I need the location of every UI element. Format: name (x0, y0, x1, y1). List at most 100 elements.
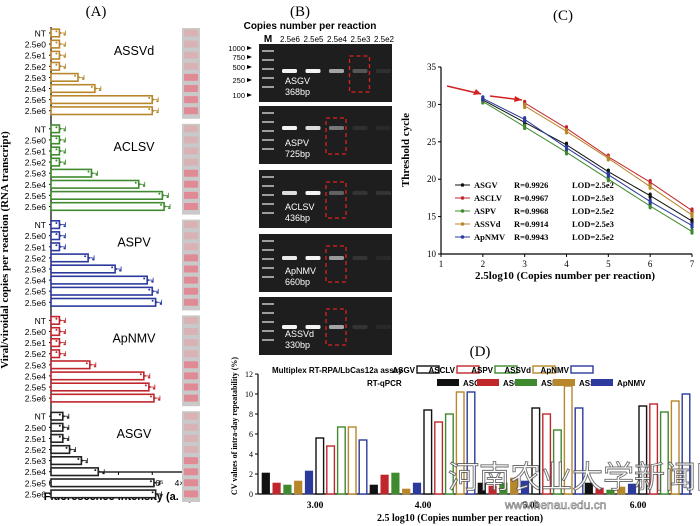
panel-a-data-point (59, 54, 62, 57)
panel-b-sample-band (352, 191, 368, 195)
panel-a-bar (50, 467, 100, 477)
panel-a-category-label: 2.5e1 (25, 147, 47, 157)
panel-a-tube-thumb (184, 243, 198, 251)
panel-c-legend-name: ApNMV (474, 232, 506, 242)
panel-b-sample-band (352, 126, 368, 130)
panel-a-category-label: NT (35, 412, 46, 422)
panel-b-sample-band (329, 69, 344, 73)
panel-b-highlight-box (348, 55, 371, 93)
panel-a-data-point (148, 386, 151, 388)
panel-b-ladder-band (262, 86, 274, 88)
panel-a-data-point (55, 63, 58, 66)
panel-a-group-label: ASSVd (114, 44, 154, 58)
panel-a-bar (50, 286, 154, 296)
panel-c-legend-r: R=0.9926 (514, 180, 548, 190)
panel-a-label: (A) (86, 4, 107, 20)
panel-b-sample-band (352, 325, 368, 329)
panel-a-bar (50, 360, 91, 370)
panel-a-data-point (63, 151, 66, 154)
panel-a-data-point (153, 397, 156, 400)
panel-b-sample-band (329, 325, 344, 329)
panel-d-y-tick-label: 8 (249, 410, 253, 419)
panel-b-sample-band (305, 69, 321, 73)
panel-a-tube-thumb (184, 446, 198, 453)
panel-c-y-axis-title: Threshold cycle (400, 113, 412, 187)
panel-b-ladder-band (262, 276, 274, 278)
panel-d-bar (659, 411, 669, 495)
panel-a-data-point (87, 170, 90, 173)
panel-d-legend-swatch (456, 365, 480, 374)
panel-a-data-point (151, 491, 154, 494)
panel-a-bar (50, 411, 64, 421)
panel-c-label: (C) (553, 8, 573, 24)
panel-c-arrow-head (514, 96, 522, 102)
panel-d-bar (272, 482, 281, 495)
panel-a-category-label: 2.5e6 (25, 394, 47, 404)
panel-a-bar (50, 444, 71, 455)
panel-d-bar (283, 484, 292, 495)
panel-b-gel-name: ApNMV (285, 266, 316, 276)
panel-a-tube-thumb (184, 394, 198, 402)
panel-b-sample-band (305, 256, 321, 260)
panel-a-data-point (63, 321, 66, 323)
panel-d-legend-swatch (532, 365, 556, 374)
panel-d-y-tick-label: 10 (245, 390, 253, 399)
panel-c-legend-name: ASCLV (474, 193, 503, 203)
panel-a-data-point (158, 192, 161, 195)
panel-a-data-point (91, 172, 94, 175)
panel-a-data-point (63, 129, 66, 132)
panel-c-series-line (482, 99, 693, 222)
panel-b-sample-band (376, 126, 391, 130)
panel-a-data-point (63, 66, 66, 69)
panel-a-data-point (58, 424, 61, 427)
panel-b-sample-band (305, 126, 321, 130)
panel-d-legend-row-label: Multiplex RT-RPA/LbCas12a assay (272, 366, 403, 375)
panel-d-bar-chart: CV values of intra-day repeatability (%)… (230, 357, 692, 524)
panel-b-ladder-band (262, 212, 274, 214)
panel-a-data-point (66, 427, 69, 430)
panel-a-data-point (84, 255, 87, 258)
panel-a-data-point (160, 203, 163, 206)
panel-a-data-point (63, 44, 66, 47)
panel-a-data-point (95, 173, 98, 176)
panel-a-tube-thumb (184, 316, 198, 324)
panel-a-category-label: 2.5e1 (25, 338, 47, 348)
panel-c-x-tick-label: 1 (439, 259, 444, 269)
panel-c-data-point (690, 215, 694, 219)
panel-a-category-label: 2.5e1 (25, 51, 47, 61)
panel-b-ladder-arrow (247, 55, 252, 59)
panel-c-series-line (482, 100, 693, 233)
panel-b-sample-band (282, 325, 297, 329)
panel-b-ladder-band (262, 130, 274, 132)
panel-a-tube-thumb (184, 412, 198, 420)
panel-a-group-label: ApNMV (112, 331, 156, 345)
panel-a-bar (50, 201, 165, 212)
panel-c-data-point (606, 158, 610, 162)
panel-d-bar (402, 488, 411, 495)
panel-a-category-label: 2.5e6 (25, 106, 47, 116)
panel-a-bar (50, 179, 140, 189)
panel-a-bar (50, 220, 61, 230)
panel-a-category-label: 2.5e0 (25, 327, 47, 337)
panel-a-tube-thumb (184, 85, 198, 92)
panel-a-category-label: NT (35, 124, 46, 134)
panel-b-ladder-band (262, 121, 274, 123)
panel-a-data-point (148, 97, 151, 99)
panel-a-bar (50, 326, 61, 337)
panel-a-data-point (55, 159, 58, 162)
panel-a-data-point (62, 437, 65, 440)
panel-d-bar (336, 426, 346, 495)
panel-a-tube-thumb (184, 62, 198, 70)
panel-c-x-axis-title: 2.5log10 (Copies number per reaction) (475, 270, 655, 282)
panel-a-bar (50, 242, 61, 252)
panel-a-data-point (168, 207, 171, 210)
panel-d-bar (499, 482, 508, 495)
panel-d-legend-swatch (570, 365, 594, 374)
panel-a-data-point (152, 290, 155, 293)
panel-a-data-point (55, 52, 58, 55)
panel-a-bar (50, 433, 64, 444)
panel-a-bar (50, 39, 61, 49)
panel-b-ladder-band (262, 303, 274, 305)
panel-c-data-point (523, 119, 527, 123)
panel-a-data-point (59, 65, 62, 68)
